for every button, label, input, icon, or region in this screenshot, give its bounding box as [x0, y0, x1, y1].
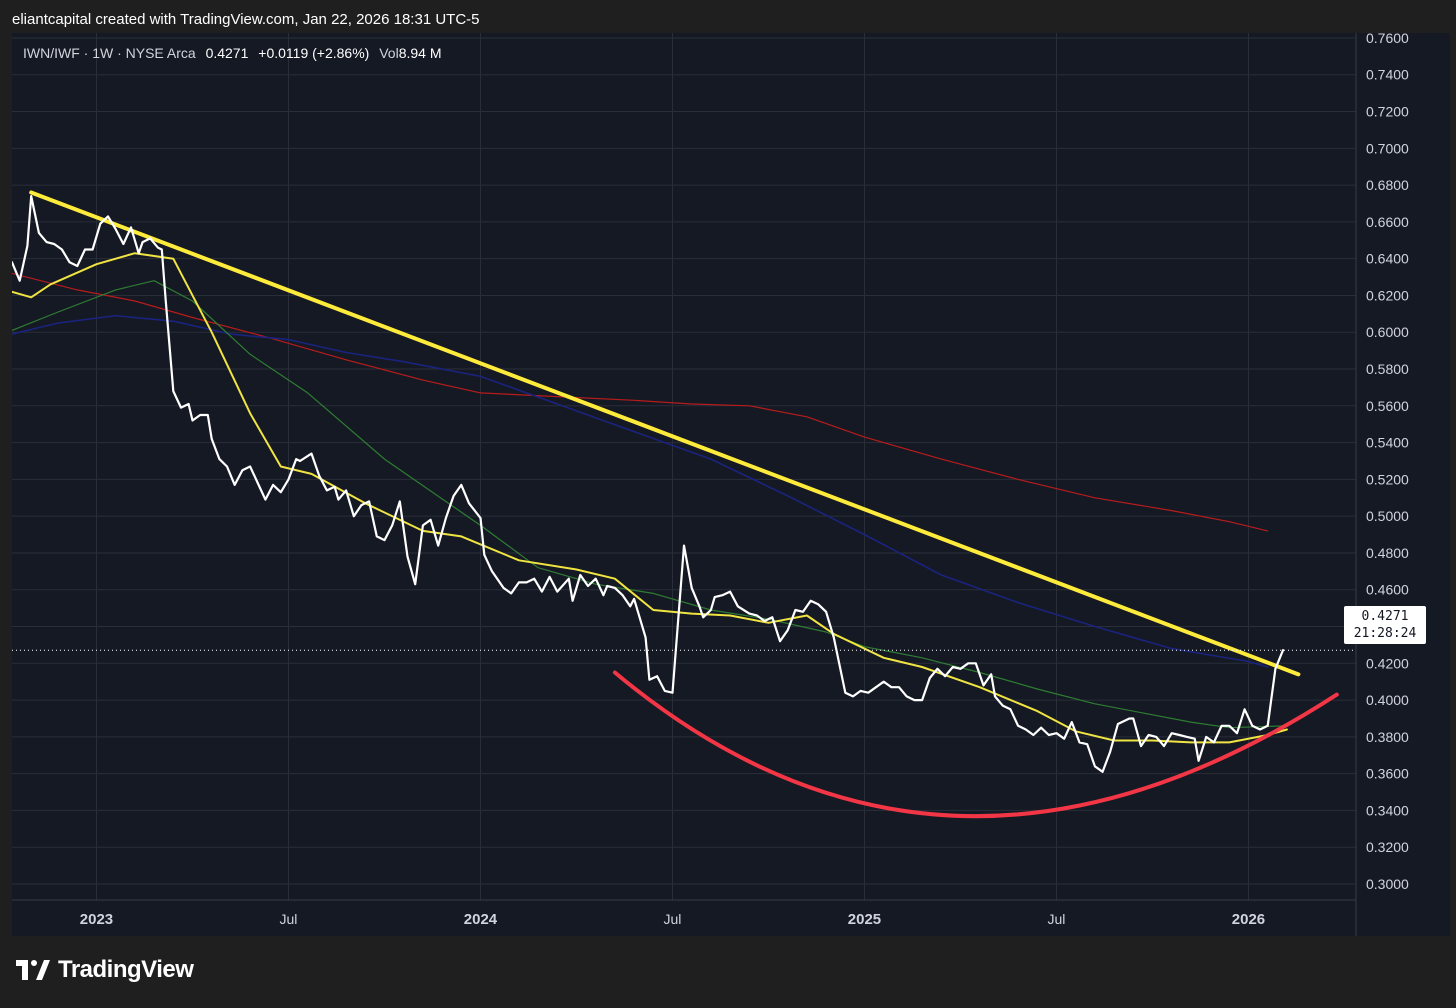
y-tick-label: 0.5200 — [1366, 471, 1409, 487]
drawings — [12, 190, 1356, 819]
x-tick-label: Jul — [280, 911, 298, 927]
tradingview-logo-icon — [16, 960, 50, 980]
ma-green-line — [12, 280, 1288, 729]
x-tick-label: 2025 — [848, 911, 881, 928]
y-tick-label: 0.6000 — [1366, 324, 1409, 340]
y-tick-label: 0.7200 — [1366, 104, 1409, 120]
x-tick-label: Jul — [1048, 911, 1066, 927]
price-line — [12, 195, 1285, 773]
rounding-bottom-arc — [612, 670, 1339, 819]
price-series — [12, 195, 1285, 773]
last-price-tag: 0.4271 21:28:24 — [1344, 606, 1426, 644]
moving-averages — [12, 252, 1288, 744]
x-tick-label: 2024 — [464, 911, 498, 928]
y-tick-label: 0.5400 — [1366, 435, 1409, 451]
symbol-label: IWN/IWF · 1W · NYSE Arca — [23, 45, 196, 61]
y-tick-label: 0.5000 — [1366, 508, 1409, 524]
y-tick-label: 0.3200 — [1366, 839, 1409, 855]
price-chart[interactable]: 0.3000 0.3200 0.3400 0.3600 0.3800 0.4000 0.42… — [12, 33, 1450, 936]
ma-blue-line — [12, 314, 1269, 668]
y-tick-label: 0.3400 — [1366, 802, 1409, 818]
y-tick-label: 0.4000 — [1366, 692, 1409, 708]
y-tick-label: 0.5600 — [1366, 398, 1409, 414]
chart-panel[interactable]: 0.3000 0.3200 0.3400 0.3600 0.3800 0.4000 0.42… — [12, 33, 1450, 936]
trendline — [29, 190, 1301, 677]
legend-price: 0.4271 — [205, 45, 249, 61]
y-tick-label: 0.7600 — [1366, 33, 1409, 46]
y-tick-label: 0.4200 — [1366, 655, 1409, 671]
y-tick-label: 0.4600 — [1366, 582, 1409, 598]
ma-yellow-line — [12, 252, 1288, 744]
y-tick-label: 0.4800 — [1366, 545, 1409, 561]
axes: 0.3000 0.3200 0.3400 0.3600 0.3800 0.4000 0.42… — [12, 33, 1409, 936]
brand-name: TradingView — [58, 956, 194, 983]
y-tick-label: 0.3800 — [1366, 729, 1409, 745]
y-tick-label: 0.6200 — [1366, 287, 1409, 303]
y-tick-label: 0.3000 — [1366, 876, 1409, 892]
symbol-legend[interactable]: IWN/IWF · 1W · NYSE Arca 0.4271 +0.0119 … — [23, 45, 448, 61]
last-price-value: 0.4271 — [1361, 609, 1409, 624]
y-tick-label: 0.3600 — [1366, 766, 1409, 782]
x-tick-label: 2026 — [1232, 911, 1265, 928]
bar-countdown: 21:28:24 — [1353, 626, 1417, 641]
y-tick-label: 0.5800 — [1366, 361, 1409, 377]
y-tick-label: 0.6400 — [1366, 251, 1409, 267]
footer-branding[interactable]: TradingView — [14, 956, 194, 984]
x-tick-label: 2023 — [80, 911, 113, 928]
volume-value: 8.94 M — [398, 45, 442, 61]
plot-background — [12, 33, 1450, 936]
y-tick-label: 0.6800 — [1366, 177, 1409, 193]
grid — [12, 33, 1450, 936]
y-tick-label: 0.7400 — [1366, 67, 1409, 83]
y-tick-label: 0.6600 — [1366, 214, 1409, 230]
legend-change: +0.0119 (+2.86%) — [258, 45, 370, 61]
y-tick-label: 0.7000 — [1366, 140, 1409, 156]
x-tick-label: Jul — [664, 911, 682, 927]
chart-credit: eliantcapital created with TradingView.c… — [12, 11, 480, 28]
volume-label: Vol — [379, 45, 399, 61]
